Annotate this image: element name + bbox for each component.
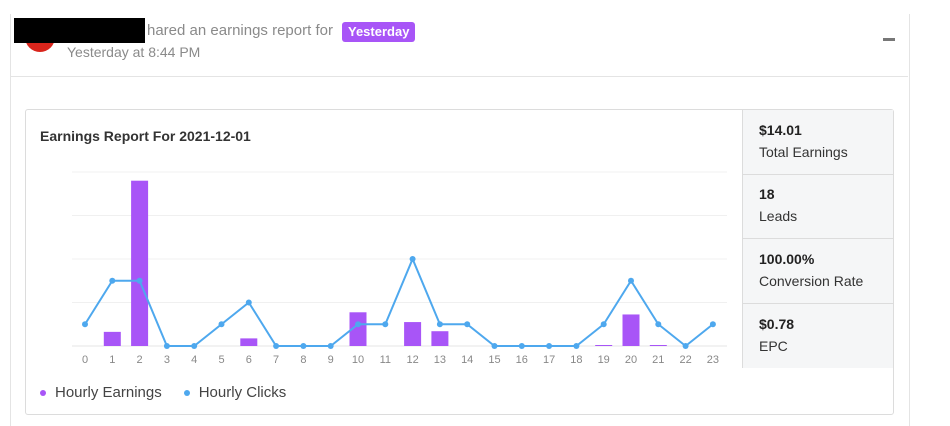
clicks-point[interactable] <box>682 343 689 349</box>
clicks-point[interactable] <box>136 277 143 284</box>
redacted-username <box>14 18 145 43</box>
clicks-point[interactable] <box>245 299 252 306</box>
x-tick-label: 11 <box>380 354 391 366</box>
clicks-point[interactable] <box>218 321 225 328</box>
x-tick-label: 4 <box>191 354 197 366</box>
stat-value: $0.78 <box>759 316 795 332</box>
x-tick-label: 19 <box>598 354 610 366</box>
stat-value: 18 <box>759 186 775 202</box>
x-tick-label: 14 <box>461 354 473 366</box>
stat-label: Conversion Rate <box>759 273 864 289</box>
clicks-point[interactable] <box>573 343 580 349</box>
clicks-point[interactable] <box>600 321 607 328</box>
chart-legend: Hourly Earnings Hourly Clicks <box>40 384 286 401</box>
collapse-icon[interactable] <box>883 38 895 41</box>
earnings-report-panel <box>25 109 894 415</box>
legend-item-earnings[interactable]: Hourly Earnings <box>40 384 162 401</box>
x-tick-label: 10 <box>352 354 364 366</box>
stat-leads: 18 Leads <box>743 174 893 239</box>
x-tick-label: 8 <box>300 354 306 366</box>
x-tick-label: 5 <box>218 354 224 366</box>
earnings-chart: 0 1 2 3 4 5 6 7 8 9 10 11 12 13 14 15 16 17 18 19 20 21 22 23 <box>72 171 727 366</box>
clicks-point[interactable] <box>273 343 280 349</box>
clicks-point[interactable] <box>628 277 634 284</box>
x-tick-label: 7 <box>273 354 279 366</box>
x-tick-label: 3 <box>164 354 170 366</box>
report-card <box>10 14 910 426</box>
x-tick-label: 15 <box>488 354 500 366</box>
earnings-bar[interactable] <box>240 338 258 346</box>
clicks-point[interactable] <box>709 321 716 328</box>
x-tick-label: 21 <box>652 354 664 366</box>
x-tick-label: 22 <box>679 354 691 366</box>
legend-dot-icon <box>40 389 46 396</box>
x-tick-label: 1 <box>109 354 115 366</box>
clicks-point[interactable] <box>491 343 498 349</box>
legend-label: Hourly Clicks <box>198 384 287 401</box>
earnings-bar[interactable] <box>622 314 640 346</box>
earnings-bar[interactable] <box>103 331 121 346</box>
period-badge: Yesterday <box>342 22 416 42</box>
clicks-line <box>84 256 714 348</box>
stat-label: Leads <box>759 208 798 224</box>
x-tick-label: 9 <box>328 354 334 366</box>
x-tick-label: 23 <box>707 354 719 366</box>
x-tick-label: 16 <box>516 354 528 366</box>
clicks-point[interactable] <box>518 343 525 349</box>
clicks-point[interactable] <box>300 343 307 349</box>
clicks-point[interactable] <box>436 321 443 328</box>
timestamp: Yesterday at 8:44 PM <box>67 44 201 60</box>
earnings-bar[interactable] <box>649 345 667 346</box>
earnings-bar[interactable] <box>595 345 613 346</box>
header-divider <box>10 76 908 77</box>
clicks-point[interactable] <box>355 321 361 328</box>
clicks-point[interactable] <box>191 343 198 349</box>
earnings-bar[interactable] <box>431 331 449 346</box>
clicks-point[interactable] <box>546 343 553 349</box>
earnings-bar[interactable] <box>131 180 149 346</box>
activity-text: hared an earnings report for <box>147 22 333 39</box>
clicks-point[interactable] <box>655 321 662 328</box>
stats-panel: $14.01 Total Earnings 18 Leads 100.00% C… <box>742 110 893 368</box>
x-tick-label: 17 <box>543 354 555 366</box>
report-title: Earnings Report For 2021-12-01 <box>40 128 251 144</box>
stat-value: 100.00% <box>759 251 815 267</box>
legend-item-clicks[interactable]: Hourly Clicks <box>183 384 287 401</box>
clicks-point[interactable] <box>464 321 471 328</box>
clicks-point[interactable] <box>409 256 416 262</box>
x-tick-label: 0 <box>82 354 88 366</box>
earnings-bar[interactable] <box>404 322 422 346</box>
stat-conversion-rate: 100.00% Conversion Rate <box>743 239 893 304</box>
clicks-point[interactable] <box>382 321 389 328</box>
stat-value: $14.01 <box>759 122 802 138</box>
x-tick-label: 13 <box>434 354 446 366</box>
x-tick-label: 18 <box>570 354 582 366</box>
legend-dot-icon <box>183 389 190 396</box>
stat-total-earnings: $14.01 Total Earnings <box>743 110 893 175</box>
clicks-point[interactable] <box>109 277 116 284</box>
x-tick-label: 2 <box>137 354 143 366</box>
clicks-point[interactable] <box>82 321 88 328</box>
legend-label: Hourly Earnings <box>55 384 162 401</box>
stat-label: EPC <box>759 338 788 354</box>
earnings-bar[interactable] <box>349 312 367 346</box>
x-tick-label: 12 <box>406 354 418 366</box>
x-tick-label: 6 <box>246 354 252 366</box>
x-tick-label: 20 <box>625 354 637 366</box>
clicks-point[interactable] <box>327 343 334 349</box>
stat-label: Total Earnings <box>759 144 848 160</box>
clicks-point[interactable] <box>163 343 170 349</box>
stat-epc: $0.78 EPC <box>743 304 893 368</box>
